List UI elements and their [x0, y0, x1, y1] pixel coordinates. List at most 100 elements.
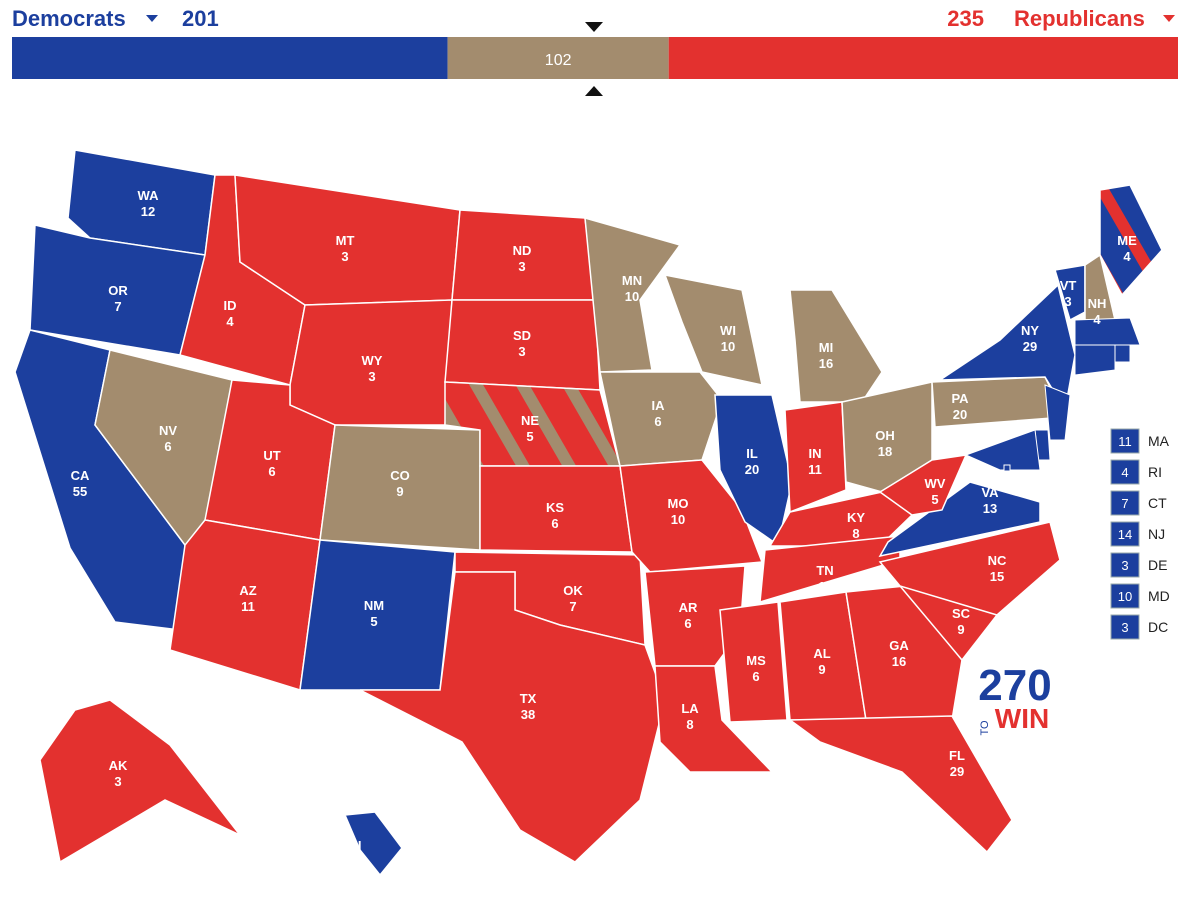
state-abbr: NJ [1148, 526, 1165, 542]
state-votes: 6 [654, 414, 661, 429]
states-layer [14, 149, 1163, 877]
state-abbr: WV [925, 476, 946, 491]
state-votes: 9 [957, 622, 964, 637]
dropdown-caret[interactable] [146, 15, 158, 22]
state-votes: 5 [526, 429, 533, 444]
state-votes: 6 [684, 616, 691, 631]
state-shape[interactable] [1044, 384, 1071, 441]
state-shape[interactable] [359, 571, 666, 863]
vote-box [1110, 614, 1140, 640]
logo-word: WIN [995, 703, 1049, 734]
state-shape[interactable] [878, 521, 1061, 616]
midpoint-marker [585, 86, 603, 96]
dem-label[interactable]: Democrats [12, 6, 126, 31]
rep-bar [668, 37, 1178, 79]
state-abbr: PA [951, 391, 969, 406]
state-abbr: TN [816, 563, 833, 578]
logo: 270 TO WIN [978, 661, 1051, 736]
state-votes: 5 [931, 492, 938, 507]
state-shape[interactable] [789, 289, 883, 403]
state-votes: 3 [368, 369, 375, 384]
state-shape[interactable] [343, 811, 403, 877]
state-abbr: CT [1148, 495, 1167, 511]
state-shape[interactable] [719, 601, 788, 723]
state-shape[interactable] [964, 429, 1041, 471]
state-abbr: KY [847, 510, 865, 525]
state-votes: 3 [1121, 620, 1128, 635]
state-abbr: NH [1088, 296, 1107, 311]
state-shape[interactable] [1099, 184, 1163, 297]
dropdown-caret[interactable] [1163, 15, 1175, 22]
logo-small: TO [979, 720, 991, 736]
vote-box [1110, 490, 1140, 516]
state-shape[interactable] [878, 454, 968, 516]
vote-box [1110, 428, 1140, 454]
state-votes: 7 [569, 599, 576, 614]
state-abbr: WY [362, 353, 383, 368]
state-abbr: NY [1021, 323, 1039, 338]
state-shape[interactable] [768, 491, 914, 547]
state-votes: 3 [518, 259, 525, 274]
state-shape[interactable] [1003, 464, 1011, 472]
state-abbr: HI [349, 838, 362, 853]
state-votes: 4 [351, 854, 359, 869]
state-abbr: ND [513, 243, 532, 258]
state-shape[interactable] [845, 585, 963, 721]
state-shape[interactable] [169, 519, 321, 691]
state-votes: 11 [1118, 434, 1132, 449]
state-abbr: NC [988, 553, 1007, 568]
state-abbr: MN [622, 273, 642, 288]
state-shape[interactable] [784, 401, 847, 514]
state-votes: 10 [1118, 589, 1132, 604]
state-votes: 7 [114, 299, 121, 314]
state-votes: 9 [818, 662, 825, 677]
vote-box [1110, 521, 1140, 547]
midpoint-marker [585, 22, 603, 32]
state-votes: 11 [241, 599, 255, 614]
state-shape[interactable] [1074, 344, 1116, 376]
state-abbr: KS [546, 500, 564, 515]
state-abbr: IA [652, 398, 666, 413]
state-votes: 4 [1093, 312, 1101, 327]
state-abbr: OK [563, 583, 583, 598]
state-abbr: ME [1117, 233, 1137, 248]
tossup-bar [447, 37, 669, 79]
state-votes: 16 [892, 654, 906, 669]
state-abbr: LA [681, 701, 699, 716]
state-shape[interactable] [39, 699, 241, 864]
state-shape[interactable] [787, 715, 1013, 854]
state-abbr: RI [1148, 464, 1162, 480]
state-shape[interactable] [663, 274, 763, 386]
state-abbr: DE [1148, 557, 1167, 573]
state-votes: 12 [141, 204, 155, 219]
state-abbr: AZ [239, 583, 256, 598]
state-votes: 7 [1121, 496, 1128, 511]
state-abbr: AR [679, 600, 698, 615]
state-votes: 10 [721, 339, 735, 354]
state-shape[interactable] [1114, 344, 1131, 363]
state-votes: 6 [752, 669, 759, 684]
state-abbr: IN [809, 446, 822, 461]
state-abbr: OR [108, 283, 128, 298]
state-votes: 10 [671, 512, 685, 527]
state-abbr: MO [668, 496, 689, 511]
state-shape[interactable] [584, 216, 682, 373]
state-shape[interactable] [599, 371, 723, 467]
state-shape[interactable] [654, 665, 774, 773]
state-abbr: NV [159, 423, 177, 438]
state-votes: 55 [73, 484, 87, 499]
state-shape[interactable] [619, 459, 764, 573]
rep-label[interactable]: Republicans [1014, 6, 1145, 31]
state-votes: 3 [341, 249, 348, 264]
state-abbr: SC [952, 606, 971, 621]
state-shape[interactable] [878, 481, 1041, 558]
state-abbr: CO [390, 468, 410, 483]
state-shape[interactable] [1074, 317, 1141, 346]
logo-number: 270 [978, 661, 1051, 710]
state-abbr: MS [746, 653, 766, 668]
state-votes: 14 [1118, 527, 1132, 542]
state-votes: 29 [1023, 339, 1037, 354]
dem-total: 201 [182, 6, 219, 31]
state-abbr: WA [138, 188, 160, 203]
